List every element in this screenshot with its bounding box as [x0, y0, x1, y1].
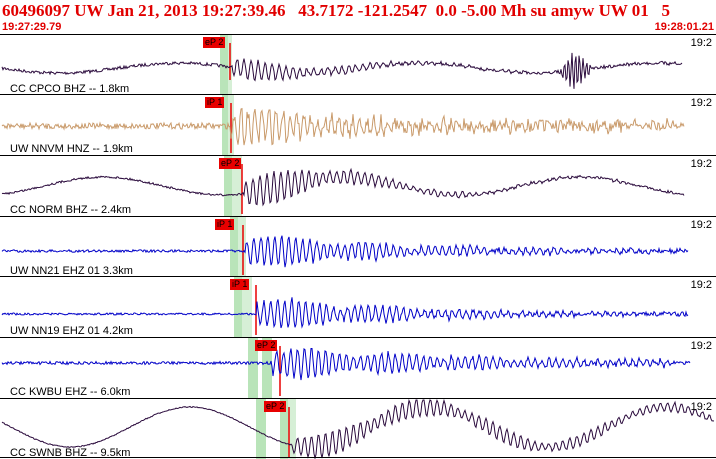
pick-label[interactable]: eP 2 — [203, 37, 226, 48]
waveform — [1, 156, 685, 217]
trace-row[interactable]: eP 2 19:2 CC CPCO BHZ -- 1.8km — [0, 34, 716, 95]
pick-window — [238, 217, 246, 277]
trace-row[interactable]: eP 2 19:2 CC KWBU EHZ -- 6.0km — [0, 337, 716, 399]
trace-waveform — [1, 399, 715, 459]
station-label: UW NN21 EHZ 01 3.3km — [10, 265, 133, 277]
trace-time-label: 19:2 — [690, 158, 712, 170]
pick-label[interactable]: eP 2 — [255, 340, 278, 351]
trace-time-label: 19:2 — [690, 279, 712, 291]
trace-row[interactable]: iP 1 19:2 UW NN21 EHZ 01 3.3km — [0, 216, 716, 277]
pick-label[interactable]: iP 1 — [215, 219, 235, 230]
trace-time-label: 19:2 — [690, 37, 712, 49]
waveform — [1, 399, 715, 459]
waveform — [1, 277, 689, 338]
trace-row[interactable]: iP 1 19:2 UW NN19 EHZ 01 4.2km — [0, 276, 716, 338]
station-label: CC NORM BHZ -- 2.4km — [10, 204, 131, 216]
trace-waveform — [1, 297, 689, 329]
station-label: CC KWBU EHZ -- 6.0km — [10, 386, 131, 398]
pick-window — [288, 399, 296, 459]
station-label: UW NNVM HNZ -- 1.9km — [10, 143, 133, 155]
pick-window — [280, 399, 288, 459]
trace-waveform — [1, 167, 685, 207]
trace-waveform — [1, 52, 683, 89]
pick-label[interactable]: iP 1 — [230, 279, 250, 290]
pick-label[interactable]: eP 2 — [264, 401, 287, 412]
pick-window — [262, 338, 272, 399]
trace-time-label: 19:2 — [690, 97, 712, 109]
pick-window — [242, 277, 252, 338]
event-title: 60496097 UW Jan 21, 2013 19:27:39.46 43.… — [2, 1, 671, 20]
trace-time-label: 19:2 — [690, 219, 712, 231]
pick-window — [224, 156, 232, 217]
trace-waveform — [1, 235, 689, 268]
seismogram-panel[interactable]: eP 2 19:2 CC CPCO BHZ -- 1.8km iP 1 19:2… — [0, 34, 716, 459]
trace-waveform — [1, 347, 691, 381]
trace-time-label: 19:2 — [690, 340, 712, 352]
trace-time-label: 19:2 — [690, 401, 712, 413]
event-header: 60496097 UW Jan 21, 2013 19:27:39.46 43.… — [0, 0, 716, 34]
time-end-label: 19:28:01.21 — [654, 21, 714, 33]
station-label: CC CPCO BHZ -- 1.8km — [10, 83, 130, 95]
station-label: UW NN19 EHZ 01 4.2km — [10, 325, 133, 337]
pick-window — [248, 338, 258, 399]
pick-window — [230, 217, 238, 277]
waveform — [1, 217, 689, 277]
pick-window — [234, 277, 242, 338]
pick-label[interactable]: iP 1 — [205, 97, 225, 108]
pick-window — [232, 156, 242, 217]
trace-row[interactable]: eP 2 19:2 CC SWNB BHZ -- 9.5km — [0, 398, 716, 459]
trace-row[interactable]: eP 2 19:2 CC NORM BHZ -- 2.4km — [0, 155, 716, 217]
waveform — [1, 338, 691, 399]
pick-window — [256, 399, 266, 459]
trace-row[interactable]: iP 1 19:2 UW NNVM HNZ -- 1.9km — [0, 94, 716, 156]
waveform — [1, 95, 685, 156]
waveform — [1, 35, 683, 95]
trace-waveform — [1, 107, 685, 146]
pick-label[interactable]: eP 2 — [219, 158, 242, 169]
station-label: CC SWNB BHZ -- 9.5km — [10, 447, 131, 459]
time-start-label: 19:27:29.79 — [2, 21, 62, 33]
